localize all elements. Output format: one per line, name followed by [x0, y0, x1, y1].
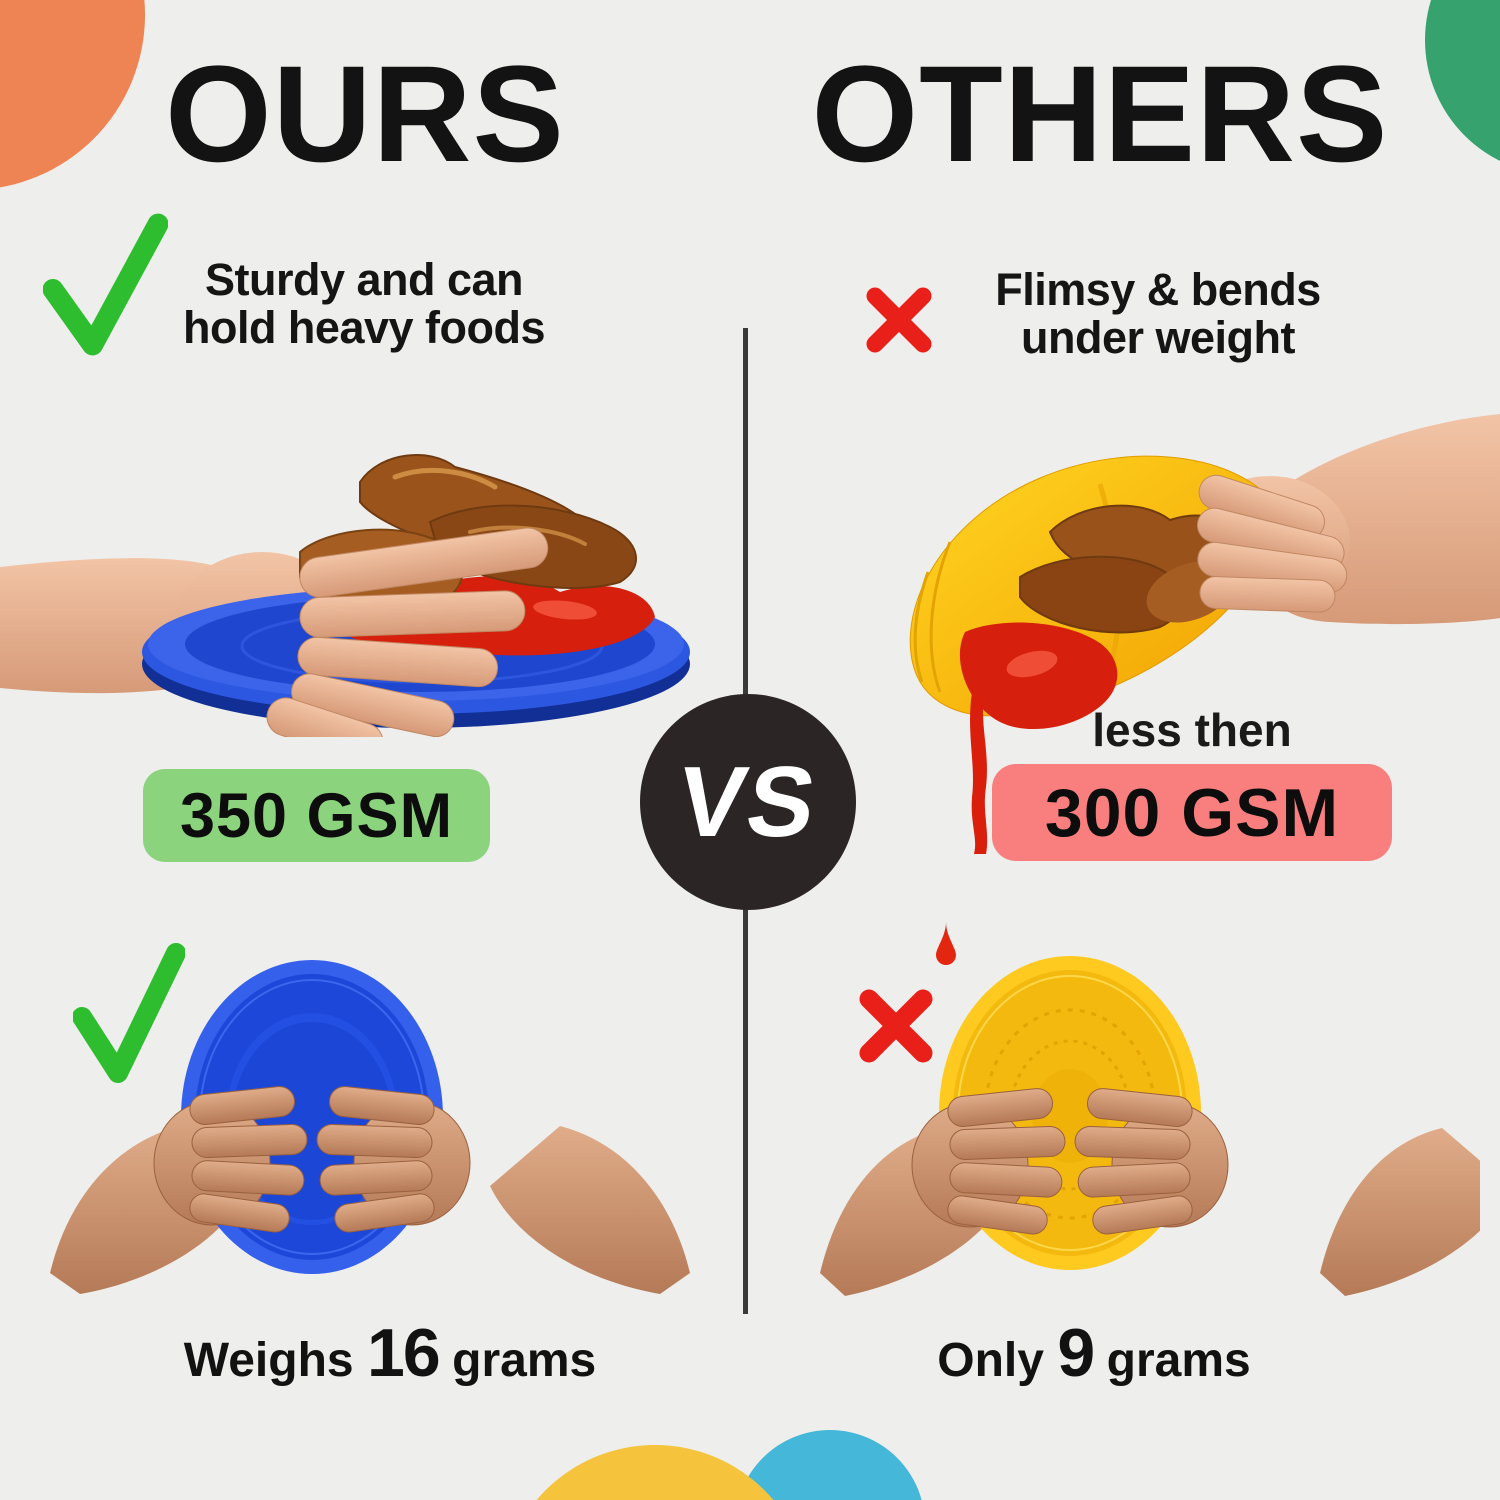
others-weight-prefix: Only — [937, 1334, 1044, 1387]
ours-benefit-line1: Sturdy and can — [204, 254, 524, 305]
ours-plate-with-food-photo — [0, 392, 750, 737]
ours-weight-unit: grams — [452, 1334, 597, 1387]
right-hand — [316, 1086, 471, 1233]
others-drawback-line2: under weight — [1021, 312, 1296, 364]
ours-weight-caption: Weighs 16 grams — [150, 1314, 630, 1392]
ketchup-droplet — [936, 922, 956, 966]
left-hand — [911, 1088, 1066, 1235]
cross-icon — [855, 985, 937, 1067]
ours-benefit-line2: hold heavy foods — [182, 302, 546, 354]
others-heading: OTHERS — [811, 38, 1389, 191]
ours-gsm-badge: 350 GSM — [143, 769, 490, 862]
others-drawback-line1: Flimsy & bends — [995, 264, 1321, 315]
ours-empty-plate-photo — [40, 928, 700, 1303]
ketchup-stream — [970, 692, 988, 854]
left-hand — [153, 1086, 308, 1233]
vs-badge: VS — [640, 694, 856, 910]
right-forearm — [1320, 1128, 1480, 1296]
check-icon — [73, 943, 185, 1085]
cross-icon — [862, 283, 936, 357]
vs-label: VS — [671, 745, 825, 858]
others-gsm-badge: 300 GSM — [992, 764, 1392, 861]
others-empty-plate-photo — [820, 928, 1480, 1303]
others-gsm-note: less then — [1092, 704, 1292, 756]
ours-weight-value: 16 — [367, 1315, 441, 1391]
ours-weight-prefix: Weighs — [183, 1334, 354, 1387]
check-icon — [43, 212, 168, 357]
others-weight-caption: Only 9 grams — [854, 1314, 1334, 1392]
right-hand — [1074, 1088, 1229, 1235]
ours-heading: OURS — [165, 38, 565, 191]
right-forearm — [490, 1126, 690, 1294]
others-weight-unit: grams — [1106, 1334, 1251, 1387]
others-drawback-text: Flimsy & bends under weight — [958, 264, 1358, 364]
fingers — [1196, 474, 1348, 613]
others-weight-value: 9 — [1057, 1315, 1095, 1391]
fingers — [266, 527, 549, 737]
ours-benefit-text: Sturdy and can hold heavy foods — [168, 254, 560, 354]
others-bending-plate-photo — [800, 392, 1500, 857]
